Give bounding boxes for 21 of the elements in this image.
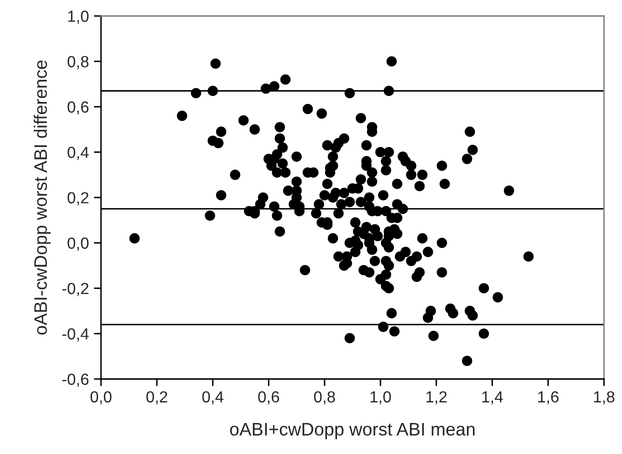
x-tick-label: 0,2 (146, 391, 168, 404)
y-tick-label: -0,6 (62, 374, 88, 387)
x-tick-label: 0,8 (314, 391, 335, 404)
y-tick-label: 0,8 (68, 56, 88, 70)
y-tick-label: 1,0 (68, 10, 89, 24)
x-tick-label: 0,4 (202, 391, 224, 404)
y-tick-label: 0,0 (68, 238, 89, 251)
x-tick-label: 0,6 (258, 391, 280, 404)
x-tick-label: 1,6 (538, 391, 559, 404)
x-tick-label: 1,0 (370, 391, 391, 404)
y-axis-title: oABI-cwDopp worst ABI difference (34, 60, 51, 335)
x-tick-label: 1,8 (594, 391, 614, 404)
y-tick-label: 0,2 (68, 192, 88, 206)
x-tick-label: 1,2 (426, 391, 447, 404)
y-tick-label: -0,2 (62, 282, 88, 296)
x-axis-title: oABI+cwDopp worst ABI mean (230, 423, 475, 440)
y-tick-label: 0,6 (68, 101, 88, 115)
x-tick-label: 0,0 (90, 391, 112, 404)
x-tick-label: 1,4 (482, 391, 503, 404)
y-tick-label: -0,4 (62, 328, 89, 342)
y-tick-label: 0,4 (68, 146, 89, 160)
